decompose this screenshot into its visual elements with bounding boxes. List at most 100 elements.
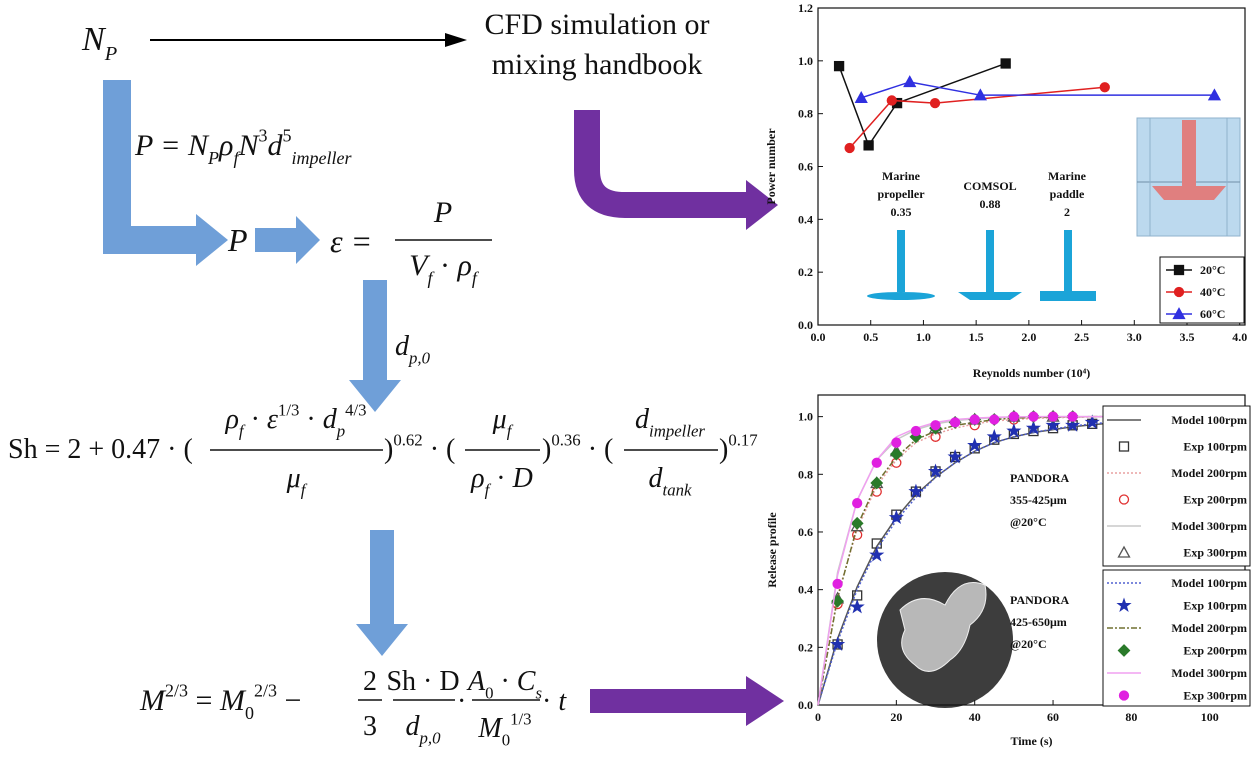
x-tick-label: 1.0 <box>916 330 931 344</box>
annotation: @20°C <box>1010 637 1047 651</box>
equation-part: Vf · ρf <box>409 249 480 288</box>
legend-label: Model 100rpm <box>1171 576 1247 590</box>
annotation: 2 <box>1064 205 1070 219</box>
x-tick-label: 2.5 <box>1074 330 1089 344</box>
equation-token: · <box>493 666 516 697</box>
marker <box>887 96 896 105</box>
marker <box>1120 691 1129 700</box>
equation-token: 0.62 <box>393 430 422 449</box>
equation-token: Sh = 2 + 0.47 · ( <box>8 434 193 465</box>
equation-token: impeller <box>291 148 352 168</box>
marker <box>835 62 844 71</box>
equation-token: f <box>472 268 480 288</box>
equation-token: 1/3 <box>510 709 531 728</box>
annotation: PANDORA <box>1010 471 1069 485</box>
equation-token: · ( <box>581 434 614 465</box>
y-tick-label: 0.8 <box>798 467 813 481</box>
y-tick-label: 0.6 <box>798 525 813 539</box>
equation-token: ρ <box>470 463 484 494</box>
equation-token: μ <box>492 404 507 435</box>
marker <box>1068 412 1077 421</box>
legend-label: Exp 100rpm <box>1183 599 1247 613</box>
cfd-label: CFD simulation or <box>484 8 709 41</box>
marker <box>970 415 979 424</box>
y-tick-label: 0.0 <box>798 698 813 712</box>
marker <box>931 99 940 108</box>
equation-part: μf <box>286 463 308 499</box>
arrow-head <box>746 676 784 726</box>
x-tick-label: 1.5 <box>969 330 984 344</box>
equation-token: ε <box>267 404 278 435</box>
power-equation: P = NPρfN3d5impeller <box>134 126 352 169</box>
legend-label: Exp 200rpm <box>1183 644 1247 658</box>
equation-part: Sh = 2 + 0.47 · ( <box>8 434 193 465</box>
equation-token: d <box>635 404 650 435</box>
equation-part: 3 <box>363 711 377 742</box>
marker <box>911 427 920 436</box>
impeller-blade <box>958 292 1022 300</box>
p-label: P <box>227 222 248 258</box>
equation-token: f <box>301 480 308 499</box>
equation-token: d <box>649 463 664 494</box>
equation-part: ρf · D <box>470 463 533 499</box>
equation-token: P <box>433 196 452 229</box>
impeller-blade <box>1152 186 1226 200</box>
arrow <box>370 530 394 626</box>
annotation: Marine <box>882 169 921 183</box>
marker <box>891 449 902 460</box>
equation-token: P <box>104 43 117 65</box>
equation-part: dp,0 <box>406 711 442 747</box>
equation-token: p,0 <box>419 728 442 747</box>
arrow <box>255 228 297 252</box>
equation-token: μ <box>286 463 301 494</box>
annotation: COMSOL <box>963 179 1016 193</box>
arrow-head <box>296 216 320 264</box>
marker <box>1049 412 1058 421</box>
marker <box>951 418 960 427</box>
tank-inset <box>1137 118 1240 236</box>
equation-token: · <box>457 686 466 717</box>
equation-token: 3 <box>258 126 267 146</box>
legend-label: 20°C <box>1200 263 1225 277</box>
arrow <box>587 110 748 205</box>
impeller-shaft <box>1064 230 1072 292</box>
marker <box>1100 83 1109 92</box>
marker <box>1009 412 1018 421</box>
np-label: NP <box>81 21 117 65</box>
arrow <box>590 689 748 713</box>
equation-token: ) <box>719 434 728 465</box>
x-axis-label: Reynolds number (10⁴) <box>973 366 1090 380</box>
x-tick-label: 40 <box>969 710 981 724</box>
equation-token: 0 <box>245 703 254 723</box>
legend-label: Model 200rpm <box>1171 466 1247 480</box>
impeller-icons <box>867 230 1096 301</box>
equation-token: d <box>267 129 283 162</box>
x-tick-label: 4.0 <box>1232 330 1247 344</box>
y-tick-label: 0.6 <box>798 160 813 174</box>
equation-token: d <box>323 404 338 435</box>
sem-image <box>877 572 1013 708</box>
legend-label: Model 100rpm <box>1171 413 1247 427</box>
arrow-head <box>445 33 467 47</box>
figure: NP CFD simulation or mixing handbook P =… <box>0 0 1252 761</box>
equation-token: ) <box>384 434 393 465</box>
marker <box>892 438 901 447</box>
equation-part: μf <box>492 404 514 440</box>
equation-token: C <box>517 666 536 697</box>
equation-token: ε = <box>330 223 372 259</box>
equation-token: 4/3 <box>345 400 366 419</box>
legend-box <box>1103 406 1250 566</box>
equation-part: ρf · ε1/3 · dp4/3 <box>224 400 366 440</box>
annotation: paddle <box>1050 187 1085 201</box>
y-tick-label: 1.0 <box>798 410 813 424</box>
annotation: Marine <box>1048 169 1087 183</box>
equation-token: · <box>432 249 457 282</box>
marker <box>833 579 842 588</box>
equation-token: 2/3 <box>165 681 188 701</box>
equation-token: N <box>237 129 260 162</box>
y-tick-label: 0.8 <box>798 107 813 121</box>
equation-token: ρ <box>224 404 238 435</box>
equation-token: A <box>466 666 486 697</box>
legend-label: Exp 100rpm <box>1183 440 1247 454</box>
annotation: @20°C <box>1010 515 1047 529</box>
